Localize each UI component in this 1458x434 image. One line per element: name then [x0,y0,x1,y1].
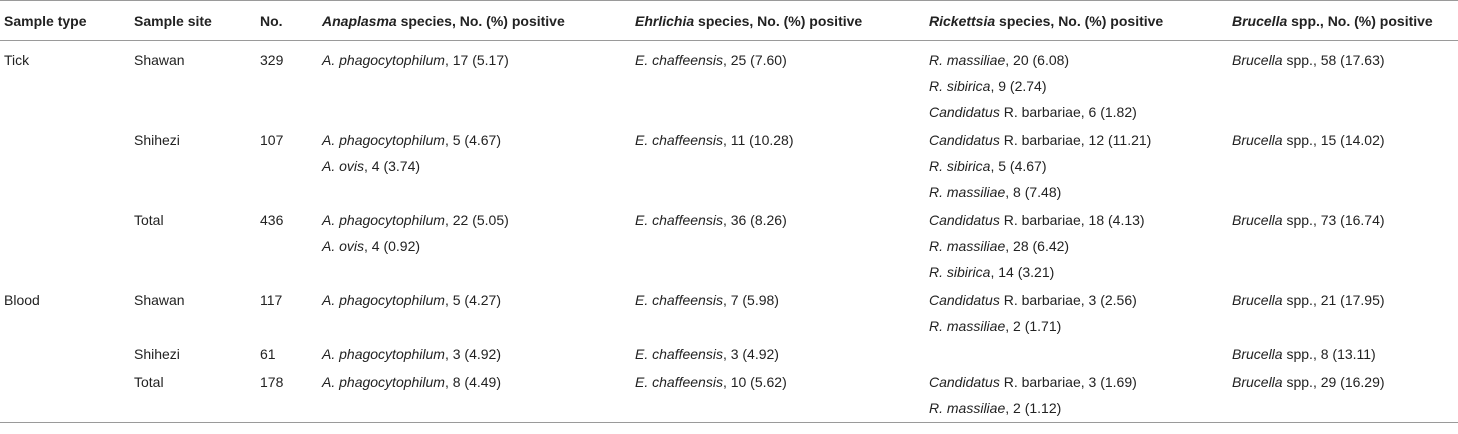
cell-brucella: Brucella spp., 73 (16.74) [1232,201,1458,281]
rickettsia-entry: R. massiliae, 20 (6.08) [929,52,1070,68]
rickettsia-entry: R. massiliae, 2 (1.12) [929,400,1062,416]
brucella-entry: Brucella spp., 58 (17.63) [1232,52,1385,68]
brucella-entry: Brucella spp., 29 (16.29) [1232,374,1385,390]
cell-sample-site: Total [134,212,164,228]
cell-no: 117 [260,292,283,308]
rickettsia-entry: R. sibirica, 9 (2.74) [929,78,1047,94]
rickettsia-entry: R. massiliae, 8 (7.48) [929,184,1062,200]
table-row: Shihezi 107 A. phagocytophilum, 5 (4.67) A.… [0,121,1458,201]
anaplasma-entry: A. phagocytophilum, 22 (5.05) [322,212,509,228]
cell-rickettsia: Candidatus R. barbariae, 18 (4.13) R. mas… [929,201,1232,281]
table-row: Tick Shawan 329 A. phagocytophilum, 17 (5.1… [0,41,1458,122]
cell-brucella: Brucella spp., 15 (14.02) [1232,121,1458,201]
cell-ehrlichia: E. chaffeensis, 36 (8.26) [635,201,929,281]
header-rickettsia: Rickettsia species, No. (%) positive [929,0,1232,41]
rickettsia-entry: Candidatus R. barbariae, 6 (1.82) [929,104,1137,120]
cell-no: 436 [260,212,284,228]
cell-ehrlichia: E. chaffeensis, 10 (5.62) [635,363,929,423]
cell-rickettsia: Candidatus R. barbariae, 3 (2.56) R. mass… [929,281,1232,335]
cell-anaplasma: A. phagocytophilum, 3 (4.92) [322,335,635,363]
brucella-entry: Brucella spp., 15 (14.02) [1232,132,1385,148]
cell-ehrlichia: E. chaffeensis, 3 (4.92) [635,335,929,363]
anaplasma-entry: A. ovis, 4 (0.92) [322,238,421,254]
cell-rickettsia [929,335,1232,363]
anaplasma-entry: A. phagocytophilum, 5 (4.27) [322,292,501,308]
cell-rickettsia: Candidatus R. barbariae, 3 (1.69) R. mass… [929,363,1232,423]
cell-ehrlichia: E. chaffeensis, 11 (10.28) [635,121,929,201]
cell-ehrlichia: E. chaffeensis, 7 (5.98) [635,281,929,335]
ehrlichia-entry: E. chaffeensis, 36 (8.26) [635,212,787,228]
ehrlichia-entry: E. chaffeensis, 11 (10.28) [635,132,794,148]
cell-rickettsia: R. massiliae, 20 (6.08) R. sibirica, 9 (2… [929,41,1232,122]
header-sample-type: Sample type [0,0,134,41]
cell-sample-site: Shihezi [134,346,180,362]
table-row: Total 178 A. phagocytophilum, 8 (4.49) E. c… [0,363,1458,423]
table-header: Sample type Sample site No. Anaplasma sp… [0,0,1458,41]
cell-sample-type [0,335,134,363]
cell-brucella: Brucella spp., 21 (17.95) [1232,281,1458,335]
rickettsia-entry: Candidatus R. barbariae, 3 (2.56) [929,292,1137,308]
anaplasma-entry: A. phagocytophilum, 3 (4.92) [322,346,501,362]
anaplasma-entry: A. phagocytophilum, 17 (5.17) [322,52,509,68]
header-brucella: Brucella spp., No. (%) positive [1232,0,1458,41]
cell-no: 61 [260,346,276,362]
ehrlichia-entry: E. chaffeensis, 25 (7.60) [635,52,787,68]
rickettsia-entry: R. sibirica, 5 (4.67) [929,158,1047,174]
cell-sample-site: Shihezi [134,132,180,148]
anaplasma-entry: A. ovis, 4 (3.74) [322,158,421,174]
cell-anaplasma: A. phagocytophilum, 17 (5.17) [322,41,635,122]
cell-rickettsia: Candidatus R. barbariae, 12 (11.21) R. si… [929,121,1232,201]
cell-sample-site: Shawan [134,292,185,308]
header-anaplasma: Anaplasma species, No. (%) positive [322,0,635,41]
table-row: Shihezi 61 A. phagocytophilum, 3 (4.92) E. … [0,335,1458,363]
cell-sample-type [0,201,134,281]
brucella-entry: Brucella spp., 73 (16.74) [1232,212,1385,228]
cell-anaplasma: A. phagocytophilum, 5 (4.67) A. ovis, 4 (… [322,121,635,201]
rickettsia-entry: R. massiliae, 28 (6.42) [929,238,1070,254]
table-body: Tick Shawan 329 A. phagocytophilum, 17 (5.1… [0,41,1458,423]
cell-sample-site: Total [134,363,260,423]
cell-brucella: Brucella spp., 58 (17.63) [1232,41,1458,122]
ehrlichia-entry: E. chaffeensis, 10 (5.62) [635,374,787,390]
ehrlichia-entry: E. chaffeensis, 7 (5.98) [635,292,779,308]
cell-anaplasma: A. phagocytophilum, 5 (4.27) [322,281,635,335]
cell-brucella: Brucella spp., 29 (16.29) [1232,363,1458,423]
cell-no: 107 [260,132,284,148]
cell-no: 178 [260,363,322,423]
header-no: No. [260,0,322,41]
cell-ehrlichia: E. chaffeensis, 25 (7.60) [635,41,929,122]
brucella-entry: Brucella spp., 8 (13.11) [1232,346,1376,362]
anaplasma-entry: A. phagocytophilum, 8 (4.49) [322,374,501,390]
ehrlichia-entry: E. chaffeensis, 3 (4.92) [635,346,779,362]
data-table: Sample type Sample site No. Anaplasma sp… [0,0,1458,423]
cell-no: 329 [260,52,284,68]
rickettsia-entry: Candidatus R. barbariae, 12 (11.21) [929,132,1152,148]
header-row: Sample type Sample site No. Anaplasma sp… [0,0,1458,41]
header-sample-site: Sample site [134,0,260,41]
header-ehrlichia: Ehrlichia species, No. (%) positive [635,0,929,41]
brucella-entry: Brucella spp., 21 (17.95) [1232,292,1385,308]
cell-anaplasma: A. phagocytophilum, 8 (4.49) [322,363,635,423]
cell-sample-type [0,121,134,201]
rickettsia-entry: Candidatus R. barbariae, 3 (1.69) [929,374,1137,390]
cell-sample-type [0,363,134,423]
cell-sample-type: Tick [4,52,30,68]
cell-brucella: Brucella spp., 8 (13.11) [1232,335,1458,363]
rickettsia-entry: R. sibirica, 14 (3.21) [929,264,1055,280]
rickettsia-entry: R. massiliae, 2 (1.71) [929,318,1062,334]
cell-sample-site: Shawan [134,52,185,68]
rickettsia-entry: Candidatus R. barbariae, 18 (4.13) [929,212,1145,228]
table-row: Blood Shawan 117 A. phagocytophilum, 5 (4.2… [0,281,1458,335]
cell-anaplasma: A. phagocytophilum, 22 (5.05) A. ovis, 4 … [322,201,635,281]
cell-sample-type: Blood [4,292,40,308]
anaplasma-entry: A. phagocytophilum, 5 (4.67) [322,132,501,148]
table-row: Total 436 A. phagocytophilum, 22 (5.05) A. … [0,201,1458,281]
